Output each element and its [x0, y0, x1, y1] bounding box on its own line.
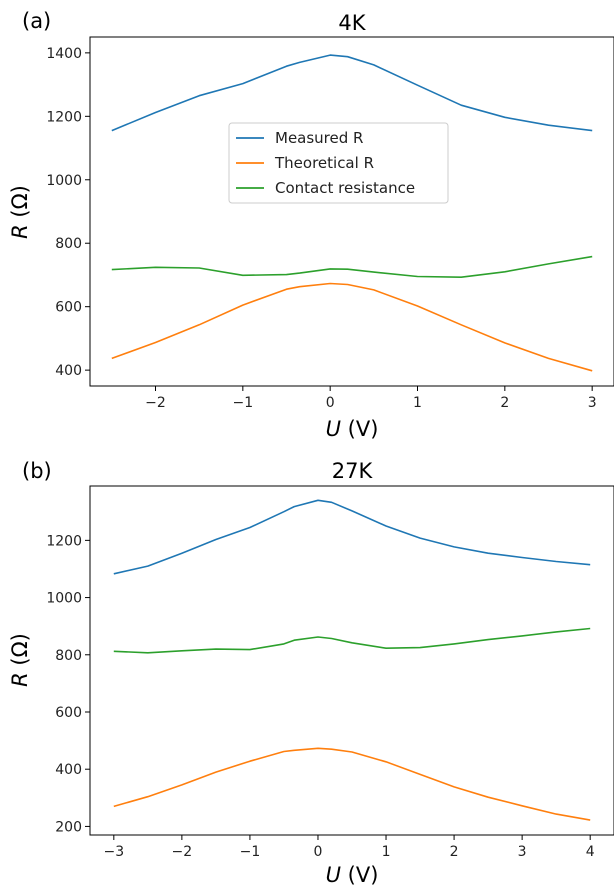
chart-title-b: 27K [332, 459, 374, 483]
panel-b: (b) 27K U (V) R (Ω) −3 −2 −1 0 1 2 3 4 200 400 600… [8, 459, 614, 886]
x-tick-label-a: −1 [233, 395, 254, 411]
plot-frame-a [89, 36, 614, 387]
y-axis-var-a: R [8, 224, 32, 239]
x-tick-label-b: 2 [450, 844, 459, 860]
x-axis-unit-b: (V) [341, 863, 378, 886]
y-tick-label-a: 600 [55, 300, 82, 316]
plot-area-a: −2 −1 0 1 2 3 400 600 800 1000 1200 1400 Measured R T… [46, 36, 614, 411]
plot-frame-b [89, 485, 614, 836]
x-axis-var-b: U [326, 863, 341, 886]
x-tick-label-a: 1 [413, 395, 422, 411]
x-tick-label-b: 1 [382, 844, 391, 860]
series-line-contact-resistance-a [111, 255, 593, 279]
y-tick-label-a: 1000 [46, 173, 82, 189]
x-tick-label-a: 3 [588, 395, 597, 411]
x-tick-label-b: −1 [240, 844, 261, 860]
y-axis-label-b: R (Ω) [8, 633, 32, 687]
x-tick-label-b: 3 [518, 844, 527, 860]
series-line-theoretical-r-b [113, 747, 591, 821]
panel-a: (a) 4K U (V) R (Ω) −2 −1 0 1 2 3 400 600 800 1000… [8, 9, 614, 441]
legend-box-a [228, 122, 449, 204]
y-tick-label-a: 1200 [46, 109, 82, 125]
x-tick-label-a: 0 [326, 395, 335, 411]
y-tick-label-a: 1400 [46, 46, 82, 62]
y-axis-unit-a: (Ω) [8, 185, 32, 224]
y-axis-var-b: R [8, 672, 32, 687]
y-tick-label-a: 800 [55, 236, 82, 252]
legend-label-a: Theoretical R [274, 154, 374, 172]
x-tick-label-b: 0 [314, 844, 323, 860]
series-line-contact-resistance-b [113, 627, 591, 654]
x-tick-label-b: 4 [586, 844, 595, 860]
x-tick-label-b: −3 [103, 844, 124, 860]
plot-area-b: −3 −2 −1 0 1 2 3 4 200 400 600 800 1000 1200 [46, 485, 614, 860]
legend-label-a: Contact resistance [275, 179, 415, 197]
panel-label-b: (b) [22, 459, 52, 483]
y-tick-label-b: 1200 [46, 533, 82, 549]
series-line-measured-r-b [113, 499, 591, 575]
series-line-measured-r-a [111, 54, 593, 132]
x-axis-label-a: U (V) [326, 417, 379, 441]
chart-title-a: 4K [338, 11, 366, 35]
y-tick-label-b: 600 [55, 705, 82, 721]
x-tick-label-a: −2 [145, 395, 166, 411]
x-axis-unit-a: (V) [341, 417, 378, 441]
x-axis-var-a: U [326, 417, 341, 441]
legend-a: Measured R Theoretical R Contact resistanc… [228, 122, 449, 204]
y-axis-unit-b: (Ω) [8, 633, 32, 672]
legend-label-a: Measured R [275, 129, 363, 147]
y-axis-label-a: R (Ω) [8, 185, 32, 239]
y-tick-label-a: 400 [55, 363, 82, 379]
panel-label-a: (a) [22, 9, 51, 33]
x-axis-label-b: U (V) [326, 863, 379, 886]
series-line-theoretical-r-a [111, 282, 593, 372]
x-tick-label-a: 2 [500, 395, 509, 411]
y-tick-label-b: 800 [55, 648, 82, 664]
y-tick-label-b: 1000 [46, 591, 82, 607]
y-tick-label-b: 400 [55, 762, 82, 778]
y-tick-label-b: 200 [55, 819, 82, 835]
x-tick-label-b: −2 [172, 844, 193, 860]
